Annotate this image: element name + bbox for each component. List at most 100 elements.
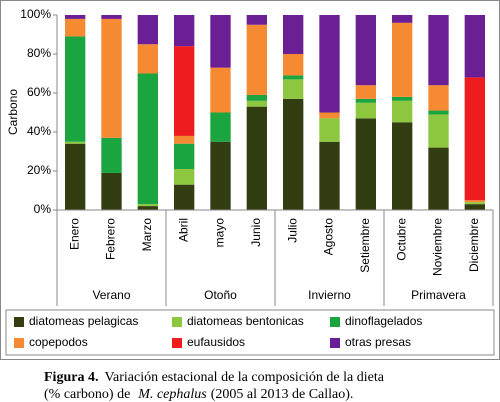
x-tick-label: Abril [176,218,190,242]
bar-segment [210,112,231,142]
bar-segment [210,141,231,210]
bar-segment [355,118,377,210]
y-tick-label: 20% [27,163,51,177]
bar-segment [246,100,268,107]
legend-swatch [172,338,182,348]
y-tick-label: 40% [27,124,51,138]
x-tick-label: Noviembre [431,218,445,276]
bar-segment [428,15,449,86]
bar-segment [319,141,340,210]
caption-species: M. cephalus [137,387,207,402]
bar-segment [101,18,122,138]
x-tick-label: mayo [213,218,227,248]
bar-segment [282,54,304,76]
x-tick-label: Febrero [104,218,118,260]
bar-segment [282,79,304,99]
group-label: Verano [92,288,130,302]
bar-segment [173,143,195,170]
caption-text: (% carbono) de [44,387,130,402]
group-label: Primavera [411,288,466,302]
bar-segment [355,85,377,99]
bar-segment [246,94,268,101]
legend-label: otras presas [345,335,411,349]
bar-segment [137,15,159,45]
x-tick-label: Enero [67,218,81,250]
bar-segment [319,118,340,142]
x-tick-label: Diciembre [467,218,481,272]
y-tick-label: 60% [27,85,51,99]
legend-swatch [14,338,24,348]
bar-segment [355,15,377,86]
bar-segment [428,114,449,148]
caption: Figura 4. Variación estacional de la comp… [44,370,385,385]
bar-segment [319,15,340,113]
group-label: Otoño [204,288,237,302]
bar-segment [246,24,268,95]
bar-segment [391,22,413,97]
bar-segment [282,15,304,54]
y-tick-label: 100% [20,7,51,21]
bar-segment [246,106,268,210]
bar-segment [282,75,304,80]
bar-segment [101,15,122,19]
bar-segment [64,18,86,37]
bar-segment [137,73,159,205]
bar-segment [173,169,195,185]
caption-text: Variación estacional de la composición d… [104,370,384,385]
legend-label: copepodos [29,335,88,349]
bar-segment [64,141,86,144]
x-tick-label: Marzo [140,218,154,252]
bar-segment [137,44,159,74]
bar-segment [464,15,486,78]
bar-segment [355,98,377,103]
bar-segment [246,15,268,25]
bar-segment [391,100,413,123]
bar-segment [101,137,122,173]
legend-label: eufausidos [187,335,245,349]
bar-segment [428,110,449,115]
legend-label: diatomeas pelagicas [29,314,138,328]
bar-segment [64,15,86,19]
bar-segment [391,96,413,101]
caption: (% carbono) de M. cephalus (2005 al 2013 d… [44,387,353,402]
legend-swatch [330,317,340,327]
x-tick-label: Setiembre [358,218,372,273]
bar-segment [210,67,231,113]
caption-text: (2005 al 2013 de Callao). [211,387,354,402]
legend-swatch [172,317,182,327]
bar-segment [210,15,231,68]
bar-segment [391,122,413,210]
legend-box [5,309,495,356]
bar-segment [428,85,449,111]
x-tick-label: Julio [285,218,299,243]
bar-segment [428,147,449,210]
bar-segment [101,172,122,210]
bar-segment [355,102,377,119]
bar-segment [319,112,340,119]
legend-swatch [330,338,340,348]
bar-segment [464,77,486,201]
bar-segment [173,46,195,136]
bar-segment [464,202,486,205]
bar-segment [464,200,486,203]
legend-label: dinoflagelados [345,314,422,328]
legend-swatch [14,317,24,327]
bar-segment [137,206,159,210]
legend-label: diatomeas bentonicas [187,314,304,328]
x-tick-label: Octubre [394,218,408,261]
group-label: Invierno [308,288,351,302]
y-tick-label: 80% [27,46,51,60]
caption-label: Figura 4. [44,370,98,385]
bar-segment [282,98,304,210]
bar-segment [173,184,195,210]
y-axis-label: Carbono [6,89,20,135]
y-tick-label: 0% [34,202,52,216]
bar-segment [137,204,159,207]
bar-segment [464,204,486,210]
bar-segment [64,36,86,142]
bar-segment [173,135,195,144]
x-tick-label: Junio [249,218,263,247]
bar-segment [173,15,195,47]
x-tick-label: Agosto [322,218,336,256]
